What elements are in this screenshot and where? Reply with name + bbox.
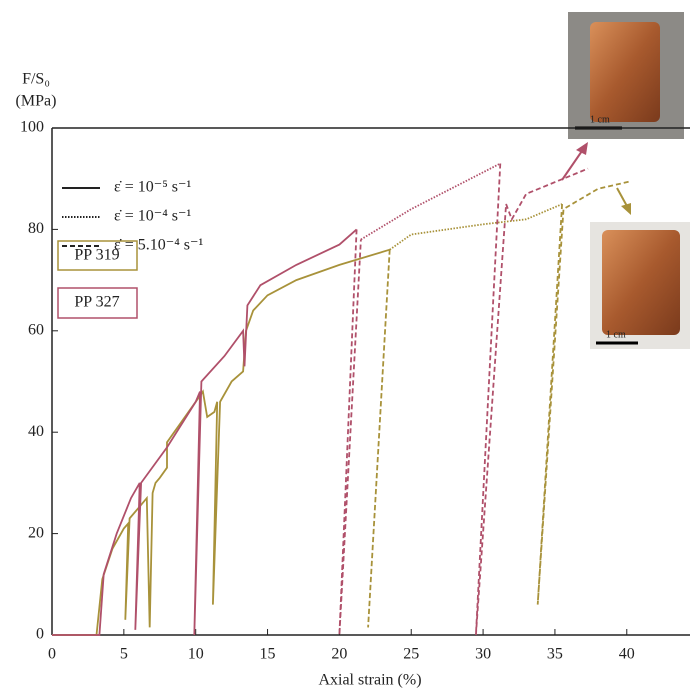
legend-label: ε̇ = 5.10⁻⁴ s⁻¹ — [114, 237, 203, 254]
series-line — [536, 180, 632, 605]
series-line — [360, 162, 501, 241]
x-tick-label: 15 — [260, 646, 276, 663]
x-tick-label: 40 — [619, 646, 635, 663]
photo: 1 cm — [590, 222, 690, 349]
y-tick-label: 40 — [28, 423, 44, 440]
y-tick-label: 0 — [36, 626, 44, 643]
arrow — [561, 142, 631, 215]
series-line — [367, 249, 391, 628]
y-axis-label: (MPa) — [16, 93, 57, 110]
legend-label: ε̇ = 10⁻⁵ s⁻¹ — [114, 179, 191, 196]
x-tick-label: 5 — [120, 646, 128, 663]
series-line — [338, 229, 362, 636]
x-tick-label: 25 — [403, 646, 419, 663]
y-tick-label: 80 — [28, 220, 44, 237]
photo: 1 cm — [568, 12, 684, 139]
legend-label: ε̇ = 10⁻⁴ s⁻¹ — [114, 208, 191, 225]
y-tick-label: 100 — [20, 119, 44, 136]
series-line — [389, 203, 563, 251]
y-tick-label: 20 — [28, 524, 44, 541]
series-line — [475, 163, 589, 636]
y-axis-label: F/S₀ — [22, 71, 50, 88]
x-axis-label: Axial strain (%) — [318, 672, 421, 689]
x-tick-label: 10 — [188, 646, 204, 663]
x-tick-label: 35 — [547, 646, 563, 663]
legend-label: PP 327 — [74, 294, 119, 311]
scale-label: 1 cm — [590, 114, 610, 125]
series-line — [52, 228, 358, 636]
x-tick-label: 20 — [331, 646, 347, 663]
x-tick-label: 0 — [48, 646, 56, 663]
y-tick-label: 60 — [28, 321, 44, 338]
legend-label: PP 319 — [74, 247, 119, 264]
x-tick-label: 30 — [475, 646, 491, 663]
scale-label: 1 cm — [606, 329, 626, 340]
